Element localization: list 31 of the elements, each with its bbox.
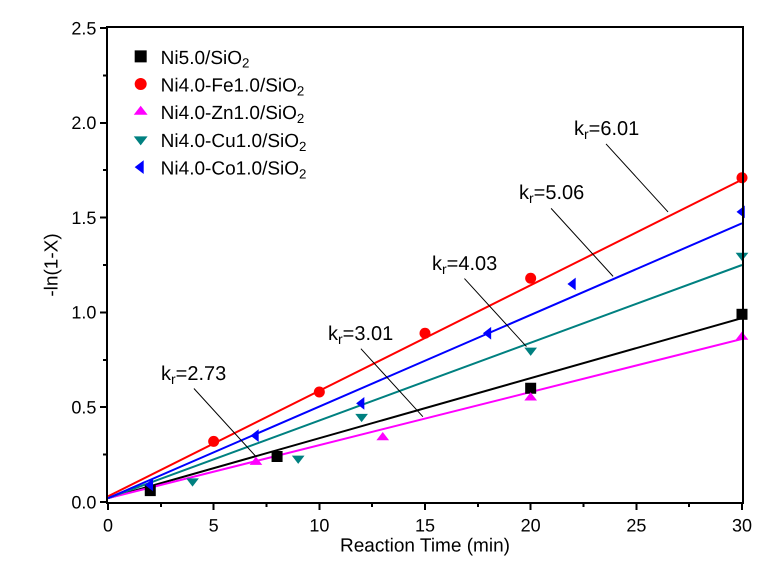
x-tick-label: 30 <box>732 516 752 536</box>
x-axis-title: Reaction Time (min) <box>340 536 510 557</box>
y-tick-label: 2.0 <box>71 113 96 134</box>
legend-label: Ni4.0-Fe1.0/SiO$_{2}$ <box>160 75 304 98</box>
point <box>525 382 536 394</box>
legend-label: Ni4.0-Zn1.0/SiO$_{2}$ <box>160 103 304 126</box>
x-tick-label: 10 <box>309 516 330 536</box>
x-tick-label: 15 <box>414 516 436 536</box>
y-tick-label: 0.0 <box>71 492 96 512</box>
legend-label: Ni5.0/SiO$_{2}$ <box>160 48 250 71</box>
point <box>314 386 325 398</box>
legend-label: Ni4.0-Co1.0/SiO$_{2}$ <box>160 158 306 182</box>
y-axis-title: -ln(1-X) <box>42 233 63 297</box>
y-tick-label: 1.5 <box>71 208 96 228</box>
point <box>272 451 283 462</box>
point <box>208 436 220 447</box>
y-tick-label: 2.5 <box>71 18 96 38</box>
annotation: k$_{r}$=5.06 <box>519 182 584 206</box>
annotation: k$_{r}$=2.73 <box>161 363 226 388</box>
x-tick-label: 5 <box>208 516 219 536</box>
legend-label: Ni4.0-Cu1.0/SiO$_{2}$ <box>160 130 306 154</box>
x-tick-label: 25 <box>626 516 646 536</box>
point <box>525 272 536 284</box>
x-tick-label: 0 <box>102 516 114 536</box>
annotation: k$_{r}$=6.01 <box>574 118 640 142</box>
x-tick-label: 20 <box>520 516 541 536</box>
y-tick-label: 1.0 <box>71 302 96 323</box>
annotation: k$_{r}$=4.03 <box>432 253 498 278</box>
annotation: k$_{r}$=3.01 <box>328 323 394 348</box>
point <box>420 328 430 339</box>
y-tick-label: 0.5 <box>71 398 96 418</box>
